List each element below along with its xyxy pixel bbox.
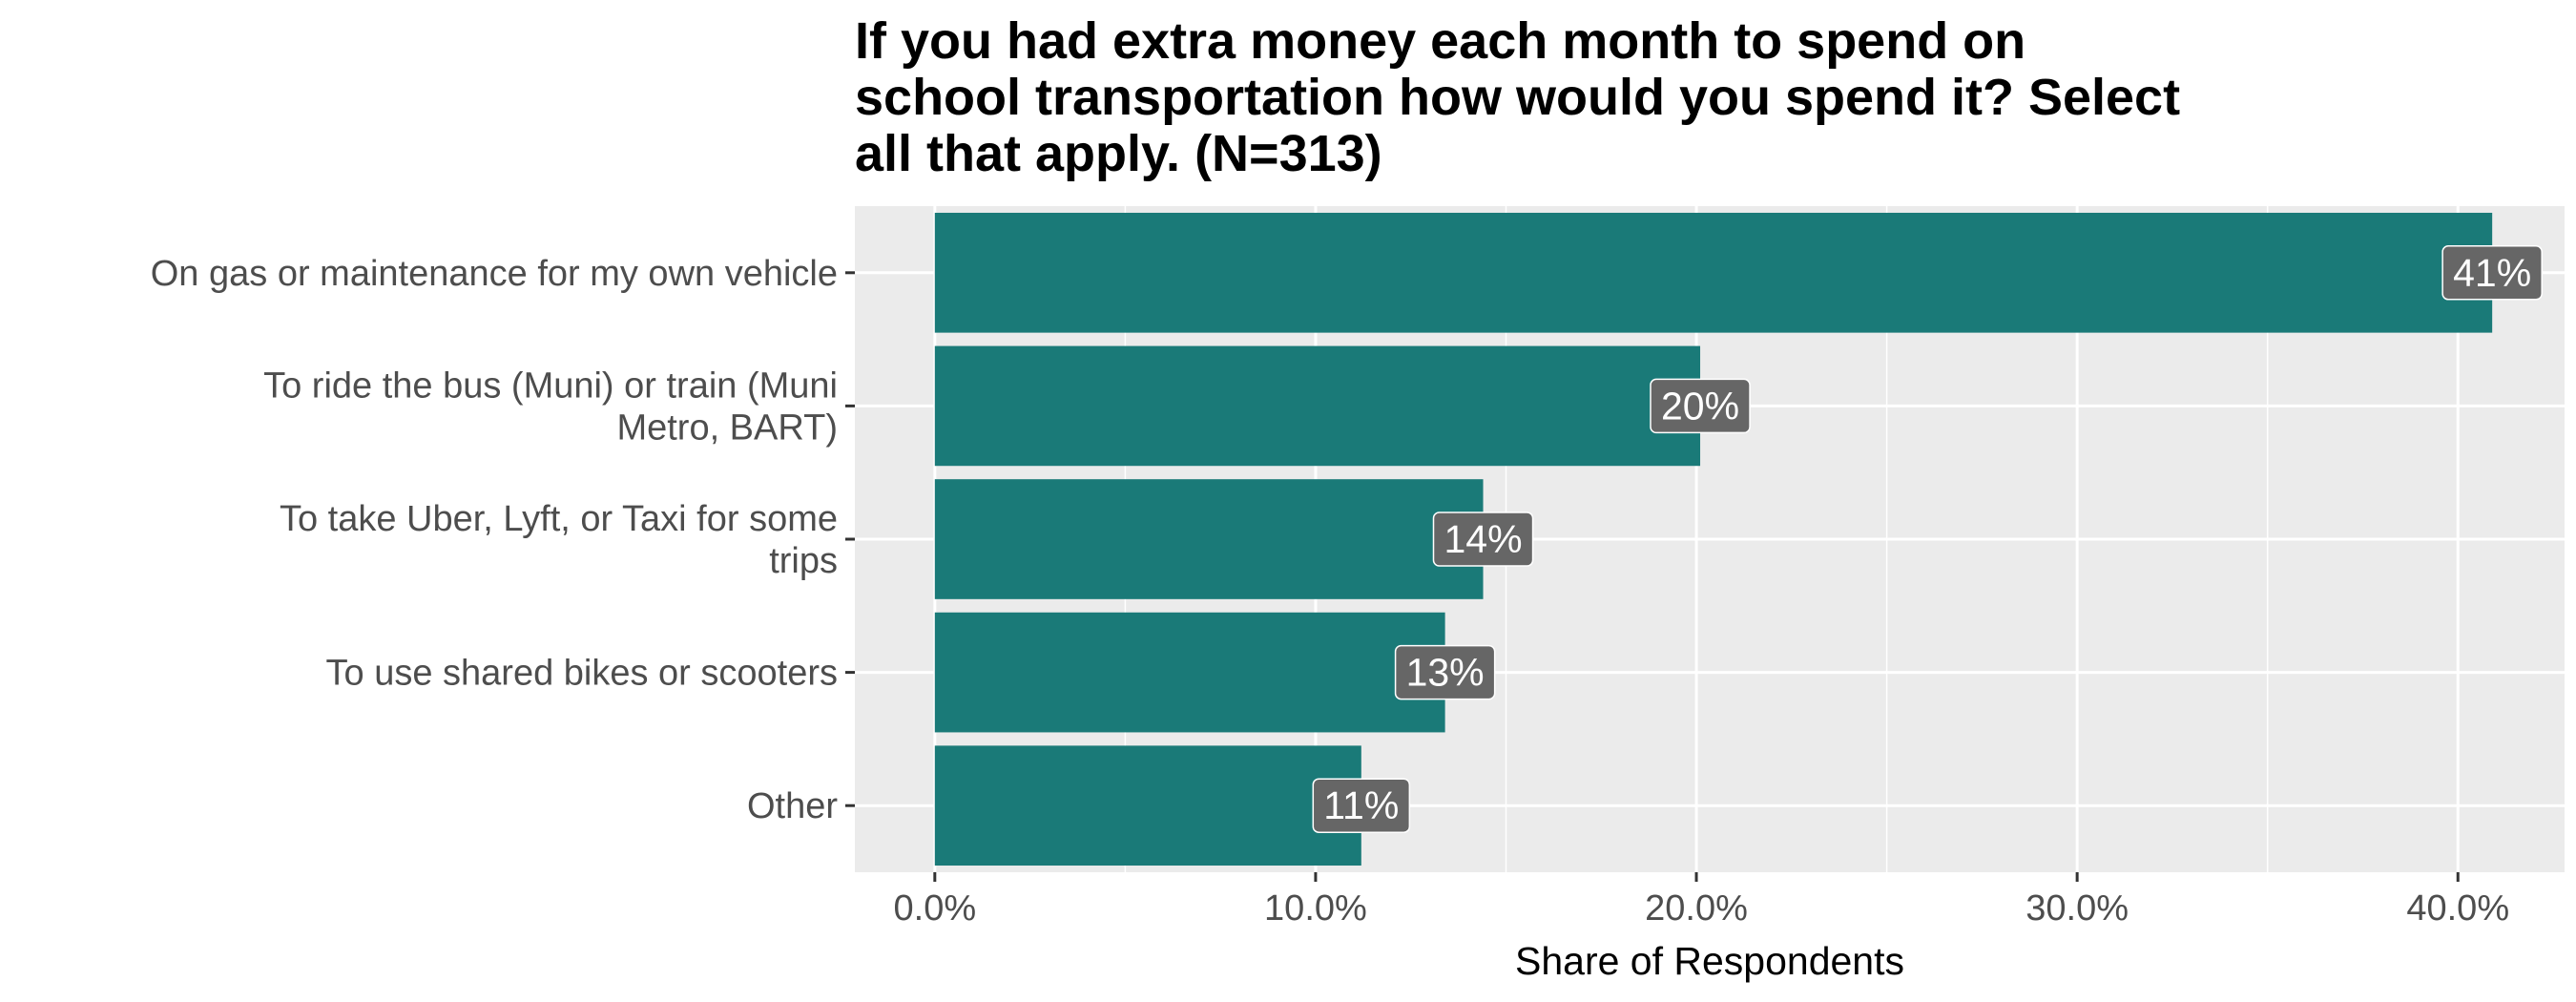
bar — [934, 212, 2493, 333]
data-label: 41% — [2441, 245, 2543, 301]
data-label-box — [1650, 378, 1751, 434]
data-label-box — [1432, 511, 1534, 567]
data-label-text: 14% — [1444, 517, 1522, 561]
y-tick-label: Other — [747, 786, 838, 826]
x-tick-label: 40.0% — [2406, 888, 2509, 929]
data-label-text: 41% — [2453, 251, 2531, 295]
x-tick-label: 20.0% — [1645, 888, 1748, 929]
y-tick-label: To take Uber, Lyft, or Taxi for some trip… — [280, 499, 838, 581]
y-axis: On gas or maintenance for my own vehicle… — [151, 254, 855, 826]
y-tick-label: To use shared bikes or scooters — [326, 654, 839, 694]
data-labels: 41% 20% 14% 13% 11% — [1312, 245, 2543, 833]
data-label-box — [2441, 245, 2543, 301]
y-tick-label: To ride the bus (Muni) or train (Muni Met… — [263, 365, 838, 448]
data-label: 13% — [1394, 644, 1496, 700]
y-tick-label: On gas or maintenance for my own vehicle — [151, 254, 838, 294]
bar — [934, 479, 1484, 599]
bar — [934, 745, 1361, 866]
data-label-box — [1312, 778, 1411, 833]
x-tick-label: 0.0% — [894, 888, 977, 929]
data-label: 11% — [1312, 778, 1411, 833]
x-tick-label: 10.0% — [1264, 888, 1367, 929]
chart-title: If you had extra money each month to spe… — [855, 12, 2181, 182]
data-label-text: 13% — [1406, 651, 1485, 695]
bars — [934, 212, 2493, 866]
data-label: 14% — [1432, 511, 1534, 567]
bar — [934, 345, 1701, 467]
data-label-text: 20% — [1661, 384, 1739, 428]
x-axis: 0.0% 10.0% 20.0% 30.0% 40.0% — [894, 872, 2509, 929]
x-axis-title: Share of Respondents — [1515, 939, 1904, 983]
data-label-text: 11% — [1323, 783, 1399, 827]
data-label-box — [1394, 644, 1496, 700]
bar — [934, 612, 1445, 733]
x-tick-label: 30.0% — [2025, 888, 2129, 929]
data-label: 20% — [1650, 378, 1751, 434]
